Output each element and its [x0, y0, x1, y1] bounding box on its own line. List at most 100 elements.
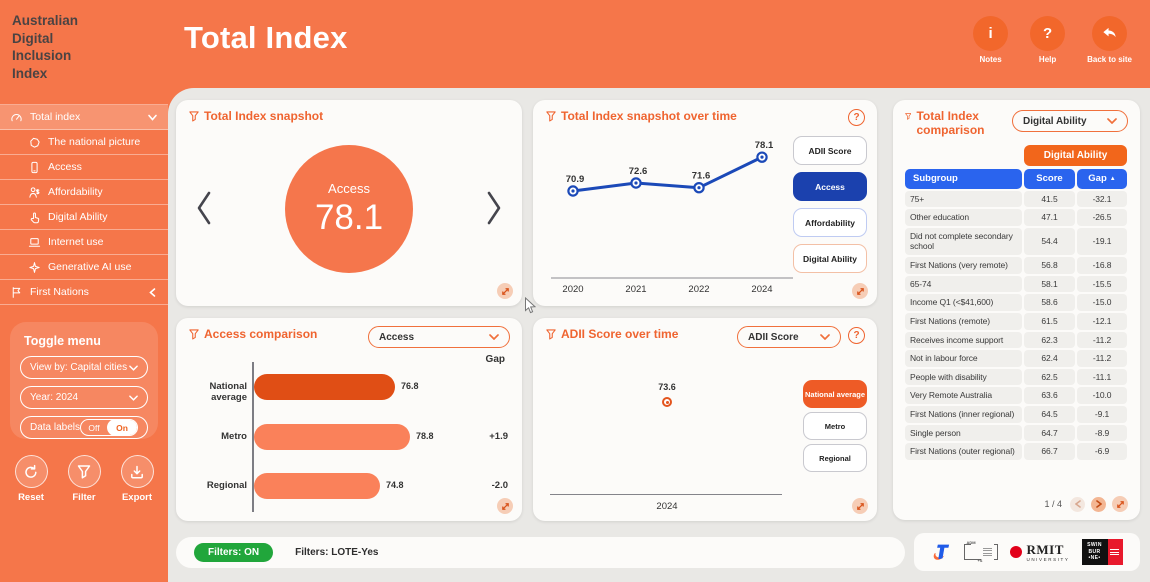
column-header-gap[interactable]: Gap ▲	[1077, 168, 1127, 189]
active-filters-text: Filters: LOTE-Yes	[295, 547, 379, 558]
expand-button[interactable]	[852, 283, 868, 299]
geo-regional-button[interactable]: Regional	[803, 444, 867, 472]
sort-asc-icon: ▲	[1109, 175, 1116, 182]
back-to-site-button[interactable]: Back to site	[1087, 16, 1132, 64]
person-dollar-icon	[28, 186, 41, 199]
sidebar-item-the-national-picture[interactable]: The national picture	[0, 130, 168, 155]
year-dropdown[interactable]: Year: 2024	[20, 386, 148, 409]
table-group-header: Digital Ability	[1024, 144, 1127, 166]
app-logo: Australian Digital Inclusion Index	[12, 12, 162, 82]
sidebar-item-first-nations[interactable]: First Nations	[0, 280, 168, 305]
dimension-access-button[interactable]: Access	[793, 172, 867, 201]
dimension-affordability-button[interactable]: Affordability	[793, 208, 867, 237]
filter-button[interactable]: Filter	[59, 455, 109, 503]
dimension-buttons: ADII Score Access Affordability Digital Abi…	[793, 136, 867, 273]
table-row-gap: -11.2	[1077, 350, 1127, 367]
bar-gap-value: +1.9	[489, 431, 508, 442]
sidebar-item-label: Access	[48, 161, 82, 173]
line-chart: 70.9 2020 72.6 2021 71.6 2022 78.1 2024	[551, 140, 793, 295]
x-tick-label: 2024	[751, 284, 772, 295]
chevron-left-icon	[197, 191, 211, 225]
table-row-gap: -9.1	[1077, 406, 1127, 423]
data-point-center	[760, 155, 764, 159]
expand-button[interactable]	[1112, 496, 1128, 512]
geo-metro-button[interactable]: Metro	[803, 412, 867, 440]
card-title: Total Index snapshot over time	[546, 109, 737, 124]
sidebar-item-digital-ability[interactable]: Digital Ability	[0, 205, 168, 230]
export-button[interactable]: Export	[112, 455, 162, 503]
funnel-icon	[546, 111, 556, 122]
comparison-dimension-dropdown[interactable]: Digital Ability	[1012, 110, 1128, 132]
expand-button[interactable]	[497, 283, 513, 299]
expand-button[interactable]	[852, 498, 868, 514]
partner-logos: ADM +S RMIT UNIVERSITY SWIN BUR •NE•	[914, 533, 1140, 571]
logo-line: Australian	[12, 13, 79, 28]
table-footer: 1 / 4	[1044, 496, 1128, 512]
logo-line: Index	[12, 65, 48, 81]
sidebar-item-internet-use[interactable]: Internet use	[0, 230, 168, 255]
scatter-dimension-dropdown[interactable]: ADII Score	[737, 326, 841, 348]
geo-national-average-button[interactable]: National average	[803, 380, 867, 408]
table-row-score: 62.3	[1024, 331, 1075, 349]
hand-tap-icon	[28, 211, 41, 224]
table-row-score: 41.5	[1024, 190, 1075, 208]
bar-category-label: National average	[209, 381, 247, 403]
action-label: Filter	[72, 492, 96, 503]
help-button[interactable]: ? Help	[1030, 16, 1066, 64]
help-icon[interactable]: ?	[848, 327, 865, 344]
sidebar-item-affordability[interactable]: Affordability	[0, 180, 168, 205]
column-header-score[interactable]: Score	[1024, 168, 1075, 189]
rmit-logo: RMIT UNIVERSITY	[1010, 543, 1069, 562]
chevron-down-icon	[1107, 118, 1117, 124]
help-icon[interactable]: ?	[848, 109, 865, 126]
table-row-gap: -26.5	[1077, 209, 1127, 226]
dimension-digital-ability-button[interactable]: Digital Ability	[793, 244, 867, 273]
expand-icon	[1116, 500, 1124, 508]
reset-button[interactable]: Reset	[6, 455, 56, 503]
funnel-icon	[546, 329, 556, 340]
bars-dimension-dropdown[interactable]: Access	[368, 326, 510, 348]
bar-national-average[interactable]	[254, 374, 395, 400]
sidebar-item-total-index[interactable]: Total index	[0, 105, 168, 130]
carousel-next-button[interactable]	[484, 188, 504, 228]
column-header-subgroup[interactable]: Subgroup	[905, 168, 1022, 189]
toggle-menu-panel: Toggle menu View by: Capital cities Year…	[10, 322, 158, 439]
table-row-score: 58.1	[1024, 275, 1075, 293]
bar-category-label: Regional	[206, 480, 247, 491]
bar-value-label: 74.8	[386, 480, 404, 490]
table-row-gap: -6.9	[1077, 443, 1127, 460]
table-row-score: 61.5	[1024, 312, 1075, 330]
sidebar-item-generative-ai-use[interactable]: Generative AI use	[0, 255, 168, 280]
chevron-left-icon	[147, 287, 158, 298]
table-row-subgroup: 75+	[905, 190, 1022, 208]
data-point-center	[634, 181, 638, 185]
table-row-subgroup: 65-74	[905, 275, 1022, 293]
sidebar-item-label: Internet use	[48, 236, 104, 248]
data-label: 70.9	[566, 174, 585, 185]
table-row-gap: -8.9	[1077, 424, 1127, 442]
bar-metro[interactable]	[254, 424, 410, 450]
question-icon: ?	[1030, 16, 1066, 51]
page-prev-button[interactable]	[1070, 496, 1085, 512]
chevron-down-icon	[129, 394, 138, 401]
table-row-subgroup: Did not complete secondary school	[905, 227, 1022, 256]
table-row-score: 62.5	[1024, 368, 1075, 386]
sidebar-nav: Total index The national picture Access Aff…	[0, 104, 168, 305]
chevron-left-icon	[1074, 500, 1081, 508]
table-row-score: 66.7	[1024, 443, 1075, 460]
data-labels-toggle[interactable]: Off On	[80, 419, 138, 436]
sidebar-item-access[interactable]: Access	[0, 155, 168, 180]
toggle-on-label: On	[107, 420, 137, 435]
toggle-menu-title: Toggle menu	[24, 334, 101, 348]
sidebar-item-label: Total index	[30, 111, 81, 123]
page-next-button[interactable]	[1091, 496, 1106, 512]
carousel-prev-button[interactable]	[194, 188, 214, 228]
table-row-score: 62.4	[1024, 350, 1075, 367]
notes-button[interactable]: i Notes	[973, 16, 1009, 64]
dimension-adii-score-button[interactable]: ADII Score	[793, 136, 867, 165]
view-by-dropdown[interactable]: View by: Capital cities	[20, 356, 148, 379]
bar-value-label: 78.8	[416, 431, 434, 441]
expand-button[interactable]	[497, 498, 513, 514]
bar-regional[interactable]	[254, 473, 380, 499]
